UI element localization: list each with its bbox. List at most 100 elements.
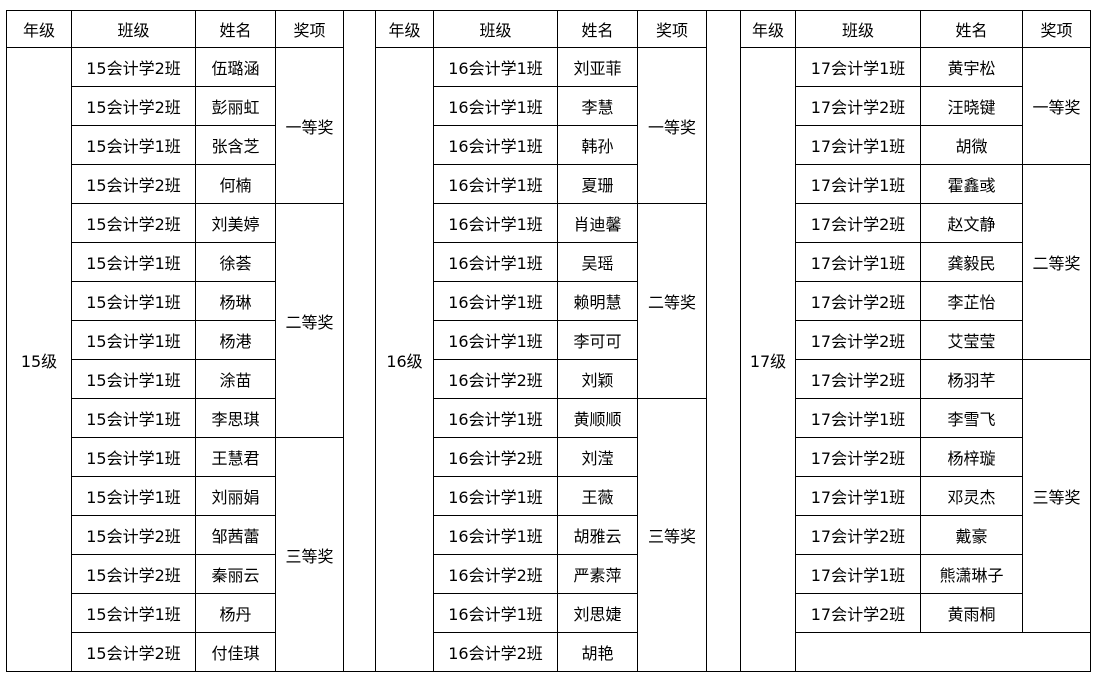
header-cell: 奖项 xyxy=(1022,10,1091,48)
name-cell: 赖明慧 xyxy=(557,281,638,321)
name-cell: 杨丹 xyxy=(195,593,276,633)
name-cell: 刘思婕 xyxy=(557,593,638,633)
grade-cell: 15级 xyxy=(6,47,72,672)
class-cell: 16会计学1班 xyxy=(433,476,558,516)
class-cell: 16会计学2班 xyxy=(433,437,558,477)
row: 15会计学1班 杨丹 16会计学1班 刘思婕 17会计学2班 黄雨桐 xyxy=(7,593,1091,633)
class-cell: 16会计学1班 xyxy=(433,203,558,243)
row: 15会计学2班 邹茜蕾 16会计学1班 胡雅云 17会计学2班 戴豪 xyxy=(7,515,1091,555)
name-cell: 黄顺顺 xyxy=(557,398,638,438)
class-cell: 15会计学2班 xyxy=(71,515,196,555)
class-cell: 17会计学2班 xyxy=(795,281,921,321)
name-cell: 张含芝 xyxy=(195,125,276,165)
name-cell: 刘美婷 xyxy=(195,203,276,243)
name-cell: 黄雨桐 xyxy=(920,593,1023,633)
header-cell: 年级 xyxy=(740,10,796,48)
award-cell: 一等奖 xyxy=(1022,47,1091,165)
header-cell: 班级 xyxy=(795,10,921,48)
row: 15会计学1班 刘丽娟 16会计学1班 王薇 17会计学1班 邓灵杰 xyxy=(7,476,1091,516)
class-cell: 15会计学1班 xyxy=(71,476,196,516)
row: 15级 15会计学2班 伍璐涵 一等奖 16级 16会计学1班 刘亚菲 一等奖 17级 17会计学… xyxy=(6,47,1091,672)
name-cell: 王慧君 xyxy=(195,437,276,477)
award-cell: 一等奖 xyxy=(275,47,344,204)
class-cell: 16会计学1班 xyxy=(433,86,558,126)
name-cell: 王薇 xyxy=(557,476,638,516)
header-cell: 班级 xyxy=(433,10,558,48)
class-cell: 15会计学2班 xyxy=(71,554,196,594)
name-cell: 杨梓璇 xyxy=(920,437,1023,477)
name-cell: 刘颖 xyxy=(557,359,638,399)
grade-cell: 16级 xyxy=(375,47,434,672)
grade-cell: 17级 xyxy=(740,47,796,672)
name-cell: 李可可 xyxy=(557,320,638,360)
class-cell: 16会计学1班 xyxy=(433,164,558,204)
header-cell: 年级 xyxy=(375,10,434,48)
name-cell: 付佳琪 xyxy=(195,632,276,672)
name-cell: 肖迪馨 xyxy=(557,203,638,243)
header-cell: 姓名 xyxy=(195,10,276,48)
row: 15会计学1班 王慧君 三等奖 16会计学2班 刘滢 17会计学2班 杨梓璇 xyxy=(7,437,1091,672)
row: 15会计学2班 刘美婷 二等奖 16会计学1班 肖迪馨 二等奖 17会计学2班 赵文静 xyxy=(7,203,1091,438)
class-cell: 17会计学1班 xyxy=(795,125,921,165)
row: 15会计学1班 杨港 16会计学1班 李可可 17会计学2班 艾莹莹 xyxy=(7,320,1091,360)
class-cell: 17会计学2班 xyxy=(795,437,921,477)
award-cell: 三等奖 xyxy=(275,437,344,672)
header-cell: 班级 xyxy=(71,10,196,48)
name-cell: 艾莹莹 xyxy=(920,320,1023,360)
name-cell: 杨羽芊 xyxy=(920,359,1023,399)
header-cell: 姓名 xyxy=(557,10,638,48)
header-row: 年级 班级 姓名 奖项 年级 班级 姓名 奖项 年级 班级 姓名 奖项 xyxy=(6,10,1091,672)
name-cell: 刘亚菲 xyxy=(557,47,638,87)
name-cell: 杨港 xyxy=(195,320,276,360)
class-cell: 15会计学1班 xyxy=(71,437,196,477)
class-cell: 16会计学1班 xyxy=(433,281,558,321)
class-cell: 15会计学1班 xyxy=(71,398,196,438)
class-cell: 17会计学1班 xyxy=(795,398,921,438)
class-cell: 16会计学2班 xyxy=(433,359,558,399)
row: 15会计学1班 张含芝 16会计学1班 韩孙 17会计学1班 胡微 xyxy=(7,125,1091,165)
class-cell: 15会计学2班 xyxy=(71,203,196,243)
class-cell: 16会计学2班 xyxy=(433,632,558,672)
class-cell: 15会计学1班 xyxy=(71,593,196,633)
award-cell: 三等奖 xyxy=(1022,359,1091,633)
class-cell: 16会计学1班 xyxy=(433,593,558,633)
class-cell: 17会计学1班 xyxy=(795,164,921,204)
row: 15会计学2班 秦丽云 16会计学2班 严素萍 17会计学1班 熊潇琳子 xyxy=(7,554,1091,594)
name-cell: 邹茜蕾 xyxy=(195,515,276,555)
name-cell: 夏珊 xyxy=(557,164,638,204)
class-cell: 15会计学1班 xyxy=(71,359,196,399)
class-cell: 15会计学2班 xyxy=(71,632,196,672)
class-cell: 15会计学1班 xyxy=(71,125,196,165)
name-cell: 刘丽娟 xyxy=(195,476,276,516)
header-cell: 姓名 xyxy=(920,10,1023,48)
class-cell: 15会计学2班 xyxy=(71,86,196,126)
class-cell: 17会计学1班 xyxy=(795,554,921,594)
name-cell: 赵文静 xyxy=(920,203,1023,243)
award-cell: 二等奖 xyxy=(1022,164,1091,360)
award-cell: 三等奖 xyxy=(637,398,707,672)
class-cell: 17会计学2班 xyxy=(795,86,921,126)
class-cell: 16会计学1班 xyxy=(433,47,558,87)
award-cell: 二等奖 xyxy=(275,203,344,438)
name-cell: 霍鑫彧 xyxy=(920,164,1023,204)
name-cell: 邓灵杰 xyxy=(920,476,1023,516)
name-cell: 李慧 xyxy=(557,86,638,126)
class-cell: 17会计学2班 xyxy=(795,320,921,360)
class-cell: 17会计学2班 xyxy=(795,203,921,243)
class-cell: 16会计学1班 xyxy=(433,515,558,555)
class-cell: 16会计学1班 xyxy=(433,320,558,360)
name-cell: 汪晓键 xyxy=(920,86,1023,126)
class-cell: 15会计学2班 xyxy=(71,164,196,204)
class-cell: 16会计学1班 xyxy=(433,242,558,282)
name-cell: 胡微 xyxy=(920,125,1023,165)
row: 15会计学1班 李思琪 16会计学1班 黄顺顺 三等奖 17会计学1班 李雪飞 xyxy=(7,398,1091,672)
row: 15会计学1班 杨琳 16会计学1班 赖明慧 17会计学2班 李芷怡 xyxy=(7,281,1091,321)
name-cell: 吴瑶 xyxy=(557,242,638,282)
name-cell: 何楠 xyxy=(195,164,276,204)
separator xyxy=(343,10,376,672)
empty-cell xyxy=(795,632,1091,672)
name-cell: 李思琪 xyxy=(195,398,276,438)
award-cell: 一等奖 xyxy=(637,47,707,204)
award-cell: 二等奖 xyxy=(637,203,707,399)
